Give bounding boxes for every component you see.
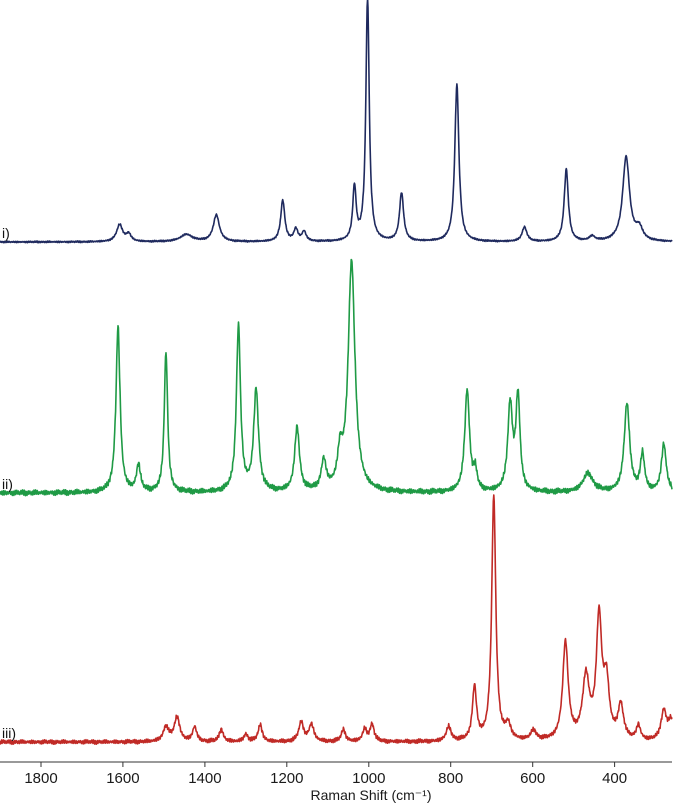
x-tick-label: 1200 bbox=[270, 770, 303, 787]
x-axis: 1800 1600 1400 1200 1000 800 600 400 bbox=[0, 761, 672, 787]
x-axis-title: Raman Shift (cm⁻¹) bbox=[311, 787, 432, 803]
spectra-traces bbox=[0, 0, 673, 746]
x-tick-label: 1000 bbox=[352, 770, 385, 787]
x-tick-label: 1800 bbox=[24, 770, 57, 787]
spectrum-line-1 bbox=[0, 0, 673, 244]
x-tick-label: 600 bbox=[520, 770, 545, 787]
x-tick-label: 1600 bbox=[106, 770, 139, 787]
spectrum-line-3 bbox=[0, 494, 673, 746]
x-tick-label: 400 bbox=[602, 770, 627, 787]
trace-labels: i) ii) iii) bbox=[2, 225, 16, 741]
x-tick-label: 1400 bbox=[188, 770, 221, 787]
x-tick-label: 800 bbox=[438, 770, 463, 787]
spectrum-line-2 bbox=[0, 258, 673, 497]
trace-label-2: ii) bbox=[2, 476, 13, 492]
trace-label-1: i) bbox=[2, 225, 10, 241]
trace-label-3: iii) bbox=[2, 725, 16, 741]
